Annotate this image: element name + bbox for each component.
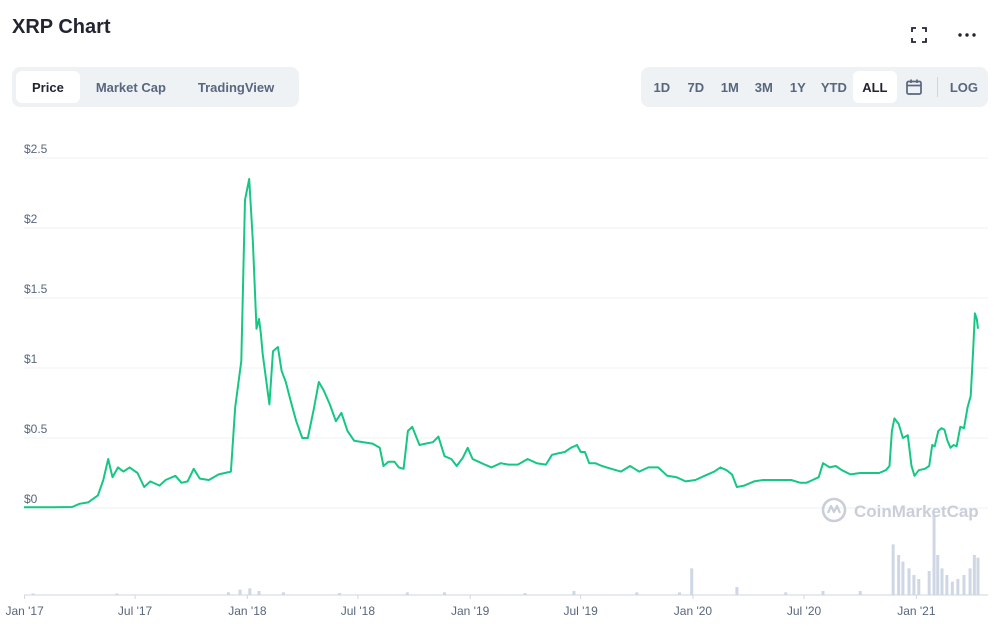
volume-bar <box>950 581 954 595</box>
volume-bar <box>31 593 35 595</box>
x-axis-labels: Jan '17 Jul '17 Jan '18 Jul '18 Jan '19 Jul '… <box>5 595 936 618</box>
range-3m[interactable]: 3M <box>754 79 773 95</box>
grid-lines <box>24 157 988 509</box>
range-1m[interactable]: 1M <box>720 79 739 95</box>
volume-bar <box>226 592 230 595</box>
x-tick-label: Jan '19 <box>451 604 490 618</box>
y-tick-label: $1 <box>24 352 38 366</box>
watermark-text: CoinMarketCap <box>854 502 979 521</box>
x-tick-label: Jul '17 <box>118 604 153 618</box>
volume-bar <box>281 592 285 595</box>
y-tick-label: $2 <box>24 212 38 226</box>
volume-bar <box>115 593 119 595</box>
y-axis-labels: $2.5 $2 $1.5 $1 $0.5 $0 <box>24 142 48 506</box>
volume-bars <box>24 515 988 596</box>
price-chart[interactable]: CoinMarketCap $2.5 $2 $1.5 $1 $0.5 $0 Jan '17… <box>0 140 1000 640</box>
volume-bar <box>523 593 527 595</box>
volume-bar <box>690 568 694 595</box>
volume-bar <box>678 592 682 595</box>
volume-bar <box>962 575 966 595</box>
x-tick-label: Jan '17 <box>5 604 44 618</box>
volume-bar <box>338 593 342 595</box>
range-1y[interactable]: 1Y <box>789 79 806 95</box>
range-all[interactable]: ALL <box>852 71 897 103</box>
volume-bar <box>238 589 242 595</box>
volume-bar <box>907 568 911 595</box>
volume-bar <box>917 579 921 595</box>
volume-bar <box>821 591 825 595</box>
volume-bar <box>912 575 916 595</box>
volume-bar <box>968 568 972 595</box>
y-tick-label: $1.5 <box>24 282 48 296</box>
x-tick-label: Jul '19 <box>563 604 598 618</box>
range-1d[interactable]: 1D <box>653 79 671 95</box>
volume-bar <box>405 592 409 595</box>
tab-market-cap[interactable]: Market Cap <box>95 79 166 95</box>
tab-tradingview[interactable]: TradingView <box>197 79 275 95</box>
volume-bar <box>976 557 980 595</box>
range-7d[interactable]: 7D <box>687 79 705 95</box>
volume-bar <box>784 592 788 595</box>
header-actions <box>906 22 980 48</box>
volume-bar <box>956 579 960 595</box>
x-tick-label: Jul '20 <box>787 604 822 618</box>
chart-title: XRP Chart <box>12 16 111 38</box>
volume-bar <box>248 588 252 595</box>
range-ytd[interactable]: YTD <box>820 79 847 95</box>
x-tick-label: Jan '18 <box>228 604 267 618</box>
volume-bar <box>635 592 639 595</box>
y-tick-label: $2.5 <box>24 142 48 156</box>
watermark: CoinMarketCap <box>821 497 979 523</box>
volume-bar <box>891 544 895 595</box>
volume-bar <box>572 591 576 595</box>
log-toggle[interactable]: LOG <box>949 79 978 95</box>
volume-bar <box>927 571 931 595</box>
volume-bar <box>858 591 862 595</box>
more-horizontal-icon[interactable] <box>954 22 980 48</box>
volume-bar <box>735 587 739 595</box>
volume-bar <box>443 592 447 595</box>
calendar-icon[interactable] <box>897 71 931 103</box>
price-line-layer <box>24 178 979 509</box>
range-divider <box>936 77 938 97</box>
x-tick-label: Jan '20 <box>674 604 713 618</box>
tab-price[interactable]: Price <box>16 71 80 103</box>
price-line <box>24 178 979 509</box>
expand-icon[interactable] <box>906 22 932 48</box>
volume-bar <box>945 575 949 595</box>
y-tick-label: $0.5 <box>24 422 48 436</box>
y-tick-label: $0 <box>24 492 38 506</box>
volume-bar <box>897 555 901 595</box>
chart-type-tabs: Price Market Cap TradingView <box>12 67 299 107</box>
volume-bar <box>936 555 940 595</box>
volume-bar <box>257 591 261 595</box>
volume-bar <box>972 555 976 595</box>
volume-bar <box>940 568 944 595</box>
volume-bar <box>932 515 936 595</box>
x-tick-label: Jan '21 <box>897 604 936 618</box>
x-tick-label: Jul '18 <box>341 604 376 618</box>
volume-bar <box>901 561 905 595</box>
time-range-selector: 1D 7D 1M 3M 1Y YTD ALL LOG <box>640 67 988 107</box>
